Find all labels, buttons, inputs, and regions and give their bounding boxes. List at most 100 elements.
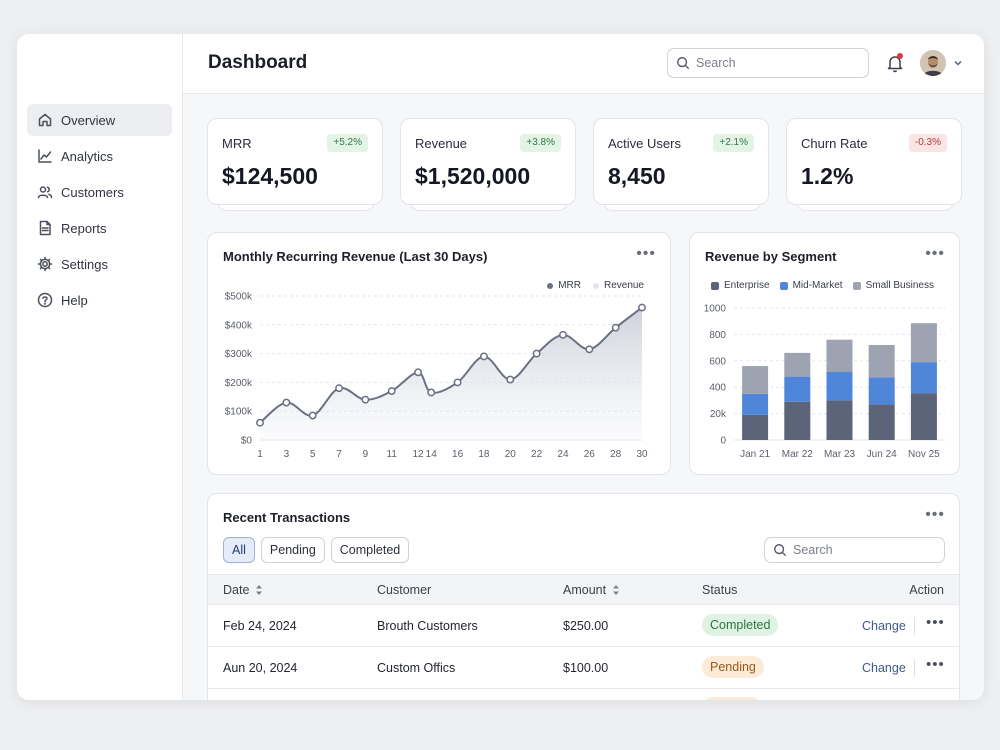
sidebar-item-settings[interactable]: Settings: [27, 248, 172, 280]
filter-completed[interactable]: Completed: [330, 537, 410, 563]
table-header: Date Customer Amount Status Action: [208, 574, 959, 605]
sidebar-item-label: Overview: [61, 112, 116, 128]
y-tick-label: $500k: [225, 292, 253, 303]
x-tick-label: 16: [452, 449, 464, 460]
more-options-icon[interactable]: •••: [925, 506, 945, 523]
bar-segment-small-business: [784, 352, 811, 377]
chevron-down-icon[interactable]: [953, 58, 963, 68]
change-link[interactable]: Change: [862, 619, 906, 633]
sidebar-item-help[interactable]: Help: [27, 284, 172, 316]
kpi-delta-badge: +2.1%: [713, 134, 754, 152]
mrr-data-point: [479, 352, 488, 361]
divider: [914, 617, 915, 635]
chart-legend: Enterprise Mid-Market Small Business: [711, 280, 934, 291]
avatar[interactable]: [920, 50, 946, 76]
mrr-line-chart: $0 $100k $200k $300k $400k $500k 1 3 5 7 9 11 12 14 16…: [225, 292, 648, 461]
table-row: Aun 20, 2024 Custom Offics $100.00 Pendi…: [208, 647, 959, 689]
kpi-card-churn-rate: Churn Rate -0.3% 1.2%: [786, 118, 962, 205]
bar-segment-mid-market: [784, 376, 811, 402]
y-tick-label: $200k: [225, 378, 253, 389]
filter-pending[interactable]: Pending: [260, 537, 325, 563]
mrr-data-point: [453, 378, 462, 387]
x-tick-label: Jan 21: [740, 449, 770, 460]
column-action: Action: [909, 583, 944, 597]
x-tick-label: Nov 25: [908, 449, 940, 460]
kpi-value: 8,450: [608, 163, 666, 189]
mrr-data-point: [427, 388, 436, 397]
transactions-card: Recent Transactions ••• All Pending Comp…: [207, 493, 960, 700]
mrr-data-point: [559, 330, 567, 339]
legend-swatch-revenue: [592, 282, 599, 289]
legend-swatch-mid-market: [779, 281, 788, 290]
status-badge: Completed: [702, 614, 779, 636]
legend-label: Small Business: [865, 280, 934, 291]
kpi-delta-badge: +5.2%: [327, 134, 368, 152]
cell-amount: $250.00: [563, 619, 609, 633]
sidebar-nav: Overview Analytics Customers Reports Set…: [27, 104, 172, 320]
kpi-value: 1.2%: [801, 163, 854, 189]
column-date[interactable]: Date: [223, 583, 263, 597]
y-tick-label: $0: [241, 436, 253, 447]
x-tick-label: 30: [636, 449, 648, 460]
sidebar: Overview Analytics Customers Reports Set…: [17, 34, 183, 700]
bar-segment-enterprise: [826, 400, 853, 440]
app-window: Overview Analytics Customers Reports Set…: [17, 34, 984, 700]
x-tick-label: 26: [584, 449, 596, 460]
filter-chips: All Pending Completed: [223, 537, 410, 563]
mrr-data-point: [308, 411, 317, 420]
mrr-data-point: [585, 345, 594, 354]
y-tick-label: 400: [709, 383, 726, 394]
kpi-label: Revenue: [415, 136, 468, 151]
home-icon: [38, 113, 52, 127]
table-row-partial: [208, 689, 959, 700]
change-link[interactable]: Change: [862, 661, 906, 675]
bar-segment-enterprise: [784, 401, 811, 440]
mrr-series-line: [259, 306, 643, 424]
row-more-icon[interactable]: •••: [926, 614, 945, 631]
x-tick-label: Mar 22: [782, 449, 814, 460]
document-icon: [39, 220, 51, 236]
legend-label: Mid-Market: [792, 280, 843, 291]
x-tick-label: 22: [531, 449, 543, 460]
bar-segment-mid-market: [910, 362, 937, 394]
main-content: Dashboard MRR +5.2% $: [183, 34, 984, 700]
row-more-icon[interactable]: •••: [926, 656, 945, 673]
x-tick-label: 5: [310, 449, 316, 460]
sidebar-item-reports[interactable]: Reports: [27, 212, 172, 244]
chart-legend: MRR Revenue: [547, 280, 644, 291]
search-input[interactable]: [696, 56, 846, 70]
y-tick-label: 800: [709, 330, 726, 341]
legend-swatch-small-business: [852, 281, 861, 290]
chart-icon: [38, 149, 52, 163]
x-tick-label: 24: [557, 449, 569, 460]
column-customer: Customer: [377, 583, 431, 597]
sort-icon[interactable]: [612, 585, 620, 595]
x-tick-label: 9: [363, 449, 369, 460]
sort-icon[interactable]: [255, 585, 263, 595]
cell-amount: $100.00: [563, 661, 609, 675]
kpi-label: MRR: [222, 136, 252, 151]
more-options-icon[interactable]: •••: [636, 245, 656, 262]
filter-all[interactable]: All: [223, 537, 255, 563]
y-tick-label: $100k: [225, 407, 253, 418]
search-input[interactable]: [793, 543, 943, 557]
column-label: Customer: [377, 583, 432, 597]
sidebar-item-analytics[interactable]: Analytics: [27, 140, 172, 172]
sidebar-item-overview[interactable]: Overview: [27, 104, 172, 136]
cell-customer: Brouth Customers: [377, 619, 478, 633]
global-search[interactable]: [667, 48, 869, 78]
column-amount[interactable]: Amount: [563, 583, 620, 597]
more-options-icon[interactable]: •••: [925, 245, 945, 262]
y-tick-label: $300k: [225, 349, 253, 360]
sidebar-item-customers[interactable]: Customers: [27, 176, 172, 208]
x-tick-label: 1: [257, 449, 263, 460]
kpi-label: Active Users: [608, 136, 681, 151]
segment-chart-card: Revenue by Segment ••• Enterprise Mid-Ma…: [689, 232, 960, 475]
transactions-search[interactable]: [764, 537, 945, 563]
x-tick-label: 12: [413, 449, 425, 460]
kpi-label: Churn Rate: [801, 136, 868, 151]
status-badge: Pending: [702, 656, 764, 678]
bar-segment-enterprise: [742, 414, 769, 440]
bar-segment-enterprise: [910, 393, 937, 440]
x-tick-label: 11: [387, 449, 398, 460]
